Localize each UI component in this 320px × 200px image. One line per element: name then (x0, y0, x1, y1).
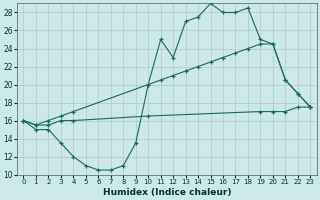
X-axis label: Humidex (Indice chaleur): Humidex (Indice chaleur) (103, 188, 231, 197)
